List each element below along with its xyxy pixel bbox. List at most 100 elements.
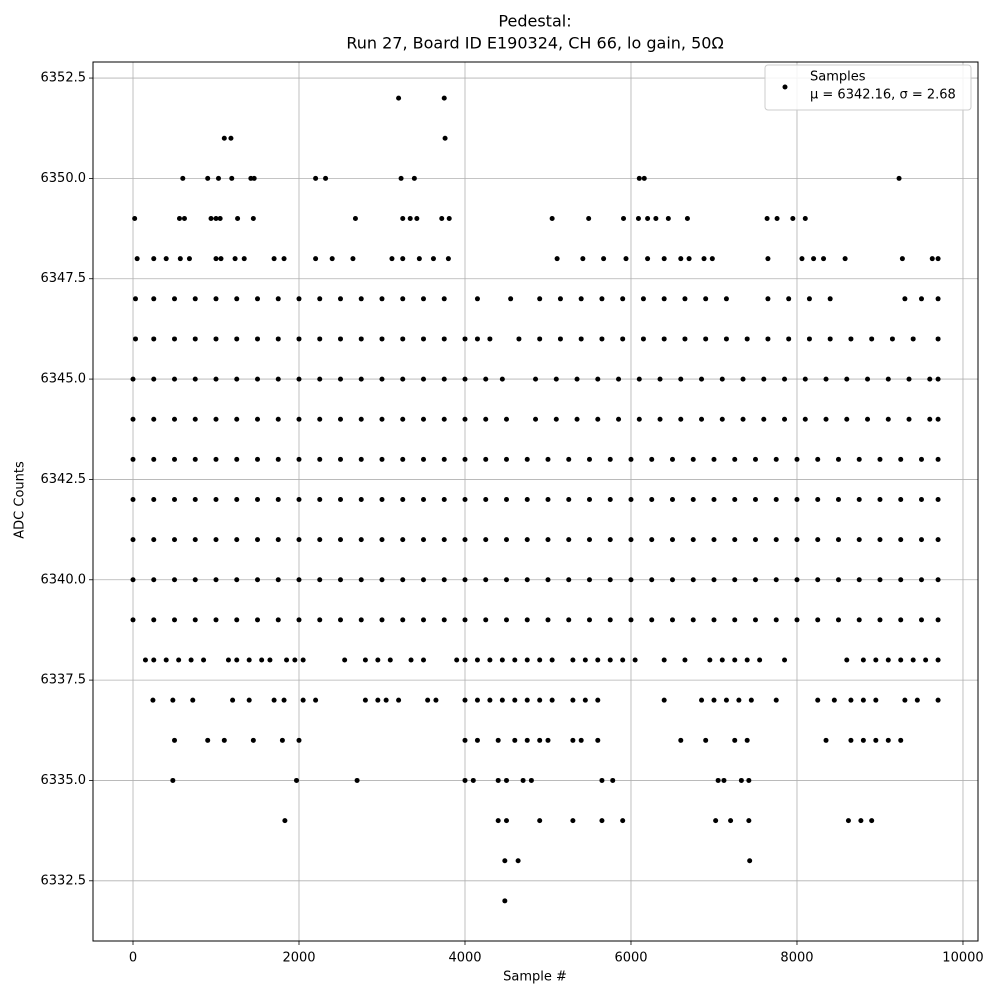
sample-point — [607, 496, 613, 502]
sample-point — [430, 256, 436, 262]
sample-point — [599, 296, 605, 302]
sample-point — [678, 376, 684, 382]
sample-point — [744, 737, 750, 743]
sample-point — [610, 777, 616, 783]
sample-point — [132, 336, 138, 342]
sample-point — [678, 737, 684, 743]
sample-point — [582, 697, 588, 703]
sample-point — [300, 697, 306, 703]
sample-point — [566, 456, 572, 462]
sample-point — [317, 376, 323, 382]
sample-point — [130, 537, 136, 543]
sample-point — [711, 697, 717, 703]
sample-point — [279, 737, 285, 743]
sample-point — [574, 376, 580, 382]
sample-point — [234, 336, 240, 342]
sample-point — [682, 296, 688, 302]
sample-point — [151, 456, 157, 462]
grid — [93, 62, 978, 941]
sample-point — [747, 858, 753, 864]
sample-point — [661, 697, 667, 703]
sample-point — [703, 336, 709, 342]
sample-point — [844, 657, 850, 663]
sample-point — [844, 376, 850, 382]
sample-point — [400, 296, 406, 302]
sample-point — [192, 577, 198, 583]
sample-point — [201, 657, 207, 663]
sample-point — [773, 537, 779, 543]
sample-point — [495, 818, 501, 824]
sample-point — [709, 256, 715, 262]
sample-point — [420, 416, 426, 422]
sample-point — [358, 416, 364, 422]
sample-point — [690, 456, 696, 462]
sample-point — [902, 697, 908, 703]
sample-point — [400, 256, 406, 262]
sample-point — [317, 537, 323, 543]
sample-point — [790, 216, 796, 222]
sample-point — [570, 697, 576, 703]
sample-point — [607, 657, 613, 663]
sample-point — [379, 416, 385, 422]
sample-point — [545, 496, 551, 502]
x-tick-label: 6000 — [614, 951, 647, 966]
sample-point — [362, 697, 368, 703]
sample-point — [462, 657, 468, 663]
sample-point — [317, 296, 323, 302]
sample-point — [898, 537, 904, 543]
sample-point — [180, 175, 186, 181]
sample-point — [512, 737, 518, 743]
sample-point — [719, 657, 725, 663]
sample-point — [225, 657, 231, 663]
sample-point — [889, 336, 895, 342]
sample-point — [765, 296, 771, 302]
sample-point — [929, 256, 935, 262]
sample-point — [856, 577, 862, 583]
sample-point — [748, 697, 754, 703]
sample-point — [732, 456, 738, 462]
sample-point — [313, 175, 319, 181]
sample-point — [255, 416, 261, 422]
sample-point — [578, 737, 584, 743]
sample-point — [703, 296, 709, 302]
sample-point — [213, 456, 219, 462]
sample-point — [649, 617, 655, 623]
sample-point — [935, 256, 941, 262]
sample-point — [354, 777, 360, 783]
sample-point — [151, 376, 157, 382]
sample-point — [130, 456, 136, 462]
sample-point — [545, 737, 551, 743]
sample-point — [317, 577, 323, 583]
sample-point — [794, 456, 800, 462]
sample-point — [483, 577, 489, 583]
sample-point — [296, 376, 302, 382]
sample-point — [935, 456, 941, 462]
sample-point — [441, 296, 447, 302]
sample-point — [645, 216, 651, 222]
sample-point — [400, 336, 406, 342]
sample-point — [396, 697, 402, 703]
sample-point — [649, 456, 655, 462]
sample-point — [640, 296, 646, 302]
sample-point — [130, 577, 136, 583]
sample-point — [823, 416, 829, 422]
sample-point — [213, 617, 219, 623]
sample-point — [246, 697, 252, 703]
sample-point — [844, 416, 850, 422]
sample-point — [935, 617, 941, 623]
sample-point — [815, 456, 821, 462]
sample-point — [487, 697, 493, 703]
sample-point — [296, 537, 302, 543]
sample-point — [441, 95, 447, 101]
sample-point — [935, 376, 941, 382]
sample-point — [213, 296, 219, 302]
sample-point — [462, 336, 468, 342]
sample-point — [537, 697, 543, 703]
sample-point — [927, 376, 933, 382]
sample-point — [732, 496, 738, 502]
sample-point — [474, 336, 480, 342]
sample-point — [462, 496, 468, 502]
sample-point — [172, 376, 178, 382]
sample-point — [275, 336, 281, 342]
legend: Samples μ = 6342.16, σ = 2.68 — [764, 64, 972, 111]
